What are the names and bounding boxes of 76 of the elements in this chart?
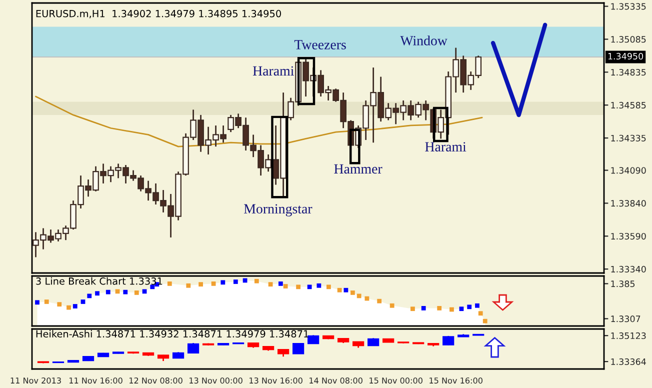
point	[283, 284, 288, 288]
annotation: Window	[400, 36, 448, 46]
point	[57, 302, 62, 307]
y-tick-label: 1.385	[611, 280, 635, 288]
point	[134, 290, 139, 295]
point	[316, 283, 322, 288]
point	[482, 318, 488, 324]
x-tick-label: 11 Nov 16:00	[69, 377, 122, 384]
point	[437, 306, 442, 310]
y-tick-label: 1.34090	[611, 167, 646, 174]
x-tick-label: 13 Nov 00:00	[190, 377, 242, 384]
point	[459, 306, 464, 312]
point	[390, 303, 394, 308]
x-tick-label: 11 Nov 2013	[10, 377, 61, 384]
point	[115, 289, 120, 294]
point	[150, 284, 155, 290]
x-tick-label: 14 Nov 08:00	[310, 377, 362, 384]
x-tick-label: 15 Nov 16:00	[430, 377, 482, 384]
ref-line-label: 1.34950	[608, 52, 644, 60]
point	[350, 290, 355, 295]
point	[377, 298, 382, 304]
y-tick-label: 1.33364	[611, 358, 646, 366]
x-tick-label: 12 Nov 08:00	[130, 377, 182, 384]
y-tick-label: 1.3307	[611, 316, 640, 322]
annotation: Morningstar	[244, 204, 312, 216]
annotation: Hammer	[334, 164, 382, 174]
point	[142, 289, 147, 294]
point	[337, 288, 342, 292]
y-tick-label: 1.33340	[611, 266, 646, 272]
point	[356, 294, 362, 298]
point	[410, 306, 415, 312]
point	[233, 280, 238, 284]
point	[478, 311, 483, 316]
point	[123, 290, 128, 294]
point	[95, 291, 100, 296]
point	[307, 284, 312, 290]
point	[475, 303, 480, 308]
y-tick-label: 1.34585	[611, 102, 646, 109]
annotation: Tweezers	[294, 40, 346, 50]
point	[186, 283, 191, 288]
point	[421, 306, 426, 310]
x-tick-label: 13 Nov 16:00	[250, 377, 302, 384]
point	[296, 284, 301, 290]
y-tick-label: 1.35123	[611, 332, 646, 340]
point	[211, 281, 216, 286]
text: EURUSD.m,H1 1.34902 1.34979 1.34895 1.34950	[36, 10, 281, 18]
point	[220, 280, 226, 285]
point	[344, 288, 348, 292]
point	[66, 305, 71, 310]
x-tick-label: 15 Nov 00:00	[370, 377, 422, 384]
annotation: Harami	[252, 66, 294, 76]
y-tick-label: 1.35335	[611, 3, 646, 10]
point	[268, 282, 273, 287]
point	[167, 281, 172, 286]
point	[198, 282, 203, 287]
point	[467, 304, 472, 310]
y-tick-label: 1.33590	[611, 232, 646, 240]
candlestick	[292, 343, 304, 354]
point	[106, 290, 110, 294]
point	[278, 281, 283, 286]
y-tick-label: 1.33840	[611, 200, 646, 207]
y-tick-label: 1.34835	[611, 68, 646, 76]
point	[44, 300, 49, 304]
point	[72, 304, 78, 308]
point	[80, 300, 86, 304]
chart-title: 3 Line Break Chart 1.3331	[36, 277, 162, 285]
y-tick-label: 1.35085	[611, 36, 646, 43]
point	[450, 307, 454, 312]
y-tick-label: 1.34335	[611, 134, 646, 142]
annotation: Harami	[425, 142, 466, 152]
candlestick	[187, 342, 200, 354]
chart-title: Heiken-Ashi 1.34871 1.34932 1.34871 1.34979 1.34871	[36, 330, 308, 338]
point	[254, 278, 259, 284]
point	[87, 294, 92, 298]
point	[326, 284, 331, 290]
point	[35, 300, 40, 305]
